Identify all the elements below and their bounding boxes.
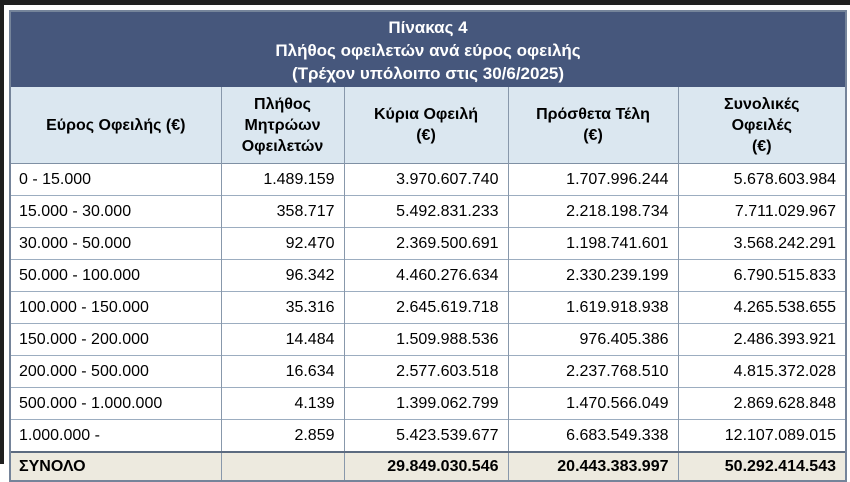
row-value-cell: 6.790.515.833 [677, 259, 845, 292]
debt-table-container: Πίνακας 4 Πλήθος οφειλετών ανά εύρος οφε… [9, 10, 847, 482]
row-label-cell: 30.000 - 50.000 [11, 227, 221, 260]
row-value-cell: 2.645.619.718 [343, 291, 508, 324]
page-edge-top [0, 0, 850, 5]
row-value-cell: 12.107.089.015 [677, 419, 845, 452]
table-title-band: Πίνακας 4 Πλήθος οφειλετών ανά εύρος οφε… [11, 12, 845, 87]
table-row: 0 - 15.000 1.489.159 3.970.607.740 1.707.99… [11, 163, 845, 196]
row-value-cell: 1.399.062.799 [343, 387, 508, 420]
total-row: ΣΥΝΟΛΟ 29.849.030.546 20.443.383.997 50.… [11, 451, 845, 480]
row-value-cell: 2.486.393.921 [677, 323, 845, 356]
table-title-line-1: Πίνακας 4 [388, 18, 468, 37]
column-header-debt-range: Εύρος Οφειλής (€) [11, 87, 221, 164]
row-value-cell: 5.678.603.984 [677, 163, 845, 196]
row-label-cell: 1.000.000 - [11, 419, 221, 452]
column-header-principal: Κύρια Οφειλή (€) [343, 87, 508, 164]
row-value-cell: 4.815.372.028 [677, 355, 845, 388]
column-header-extra-fees: Πρόσθετα Τέλη (€) [507, 87, 678, 164]
total-label: ΣΥΝΟΛΟ [11, 451, 221, 480]
row-value-cell: 5.423.539.677 [343, 419, 508, 452]
column-header-total-debt: Συνολικές Οφειλές (€) [677, 87, 845, 164]
total-debtor-count [220, 451, 344, 480]
table-title-line-3: (Τρέχον υπόλοιπο στις 30/6/2025) [291, 64, 565, 83]
row-value-cell: 1.489.159 [220, 163, 344, 196]
total-total-debt: 50.292.414.543 [677, 451, 845, 480]
header-row: Εύρος Οφειλής (€) Πλήθος Μητρώων Οφειλετ… [11, 87, 845, 164]
row-value-cell: 4.139 [220, 387, 344, 420]
row-value-cell: 2.237.768.510 [507, 355, 678, 388]
row-value-cell: 976.405.386 [507, 323, 678, 356]
row-value-cell: 2.577.603.518 [343, 355, 508, 388]
table-row: 150.000 - 200.000 14.484 1.509.988.536 976.… [11, 323, 845, 356]
row-value-cell: 35.316 [220, 291, 344, 324]
row-value-cell: 1.509.988.536 [343, 323, 508, 356]
row-value-cell: 1.619.918.938 [507, 291, 678, 324]
row-value-cell: 2.330.239.199 [507, 259, 678, 292]
row-value-cell: 3.970.607.740 [343, 163, 508, 196]
row-label-cell: 15.000 - 30.000 [11, 195, 221, 228]
row-value-cell: 14.484 [220, 323, 344, 356]
table-title-line-2: Πλήθος οφειλετών ανά εύρος οφειλής [275, 41, 581, 60]
table-footer: ΣΥΝΟΛΟ 29.849.030.546 20.443.383.997 50.… [11, 451, 845, 480]
row-value-cell: 2.869.628.848 [677, 387, 845, 420]
table-row: 15.000 - 30.000 358.717 5.492.831.233 2.218… [11, 195, 845, 228]
row-label-cell: 0 - 15.000 [11, 163, 221, 196]
table-body: 0 - 15.000 1.489.159 3.970.607.740 1.707.99… [11, 163, 845, 452]
row-value-cell: 4.265.538.655 [677, 291, 845, 324]
debt-table: Εύρος Οφειλής (€) Πλήθος Μητρώων Οφειλετ… [11, 87, 845, 480]
row-value-cell: 1.707.996.244 [507, 163, 678, 196]
row-label-cell: 200.000 - 500.000 [11, 355, 221, 388]
table-row: 30.000 - 50.000 92.470 2.369.500.691 1.198.… [11, 227, 845, 260]
row-value-cell: 92.470 [220, 227, 344, 260]
table-header: Εύρος Οφειλής (€) Πλήθος Μητρώων Οφειλετ… [11, 87, 845, 164]
row-label-cell: 150.000 - 200.000 [11, 323, 221, 356]
page-edge-left [0, 0, 4, 464]
total-principal: 29.849.030.546 [343, 451, 508, 480]
table-row: 1.000.000 -2.859 5.423.539.677 6.683.549.3… [11, 419, 845, 452]
table-row: 500.000 - 1.000.000 4.139 1.399.062.799 1.4… [11, 387, 845, 420]
row-value-cell: 96.342 [220, 259, 344, 292]
row-value-cell: 358.717 [220, 195, 344, 228]
row-value-cell: 2.218.198.734 [507, 195, 678, 228]
row-value-cell: 16.634 [220, 355, 344, 388]
row-value-cell: 2.369.500.691 [343, 227, 508, 260]
row-value-cell: 1.198.741.601 [507, 227, 678, 260]
row-label-cell: 100.000 - 150.000 [11, 291, 221, 324]
table-row: 50.000 - 100.000 96.342 4.460.276.634 2.330… [11, 259, 845, 292]
row-value-cell: 4.460.276.634 [343, 259, 508, 292]
total-extra-fees: 20.443.383.997 [507, 451, 678, 480]
row-value-cell: 6.683.549.338 [507, 419, 678, 452]
row-value-cell: 1.470.566.049 [507, 387, 678, 420]
row-value-cell: 3.568.242.291 [677, 227, 845, 260]
table-row: 200.000 - 500.000 16.634 2.577.603.518 2.23… [11, 355, 845, 388]
row-label-cell: 500.000 - 1.000.000 [11, 387, 221, 420]
table-row: 100.000 - 150.000 35.316 2.645.619.718 1.61… [11, 291, 845, 324]
row-label-cell: 50.000 - 100.000 [11, 259, 221, 292]
row-value-cell: 5.492.831.233 [343, 195, 508, 228]
row-value-cell: 2.859 [220, 419, 344, 452]
row-value-cell: 7.711.029.967 [677, 195, 845, 228]
column-header-debtor-count: Πλήθος Μητρώων Οφειλετών [220, 87, 344, 164]
